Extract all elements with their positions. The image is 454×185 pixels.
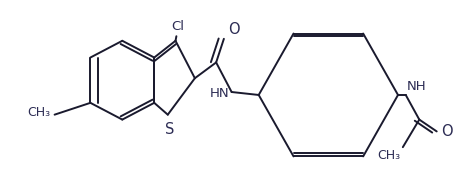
Text: Cl: Cl	[171, 21, 184, 33]
Text: S: S	[165, 122, 175, 137]
Text: CH₃: CH₃	[27, 106, 50, 119]
Text: HN: HN	[210, 87, 229, 100]
Text: O: O	[228, 22, 240, 37]
Text: O: O	[441, 124, 453, 139]
Text: NH: NH	[407, 80, 426, 93]
Text: CH₃: CH₃	[378, 149, 400, 162]
